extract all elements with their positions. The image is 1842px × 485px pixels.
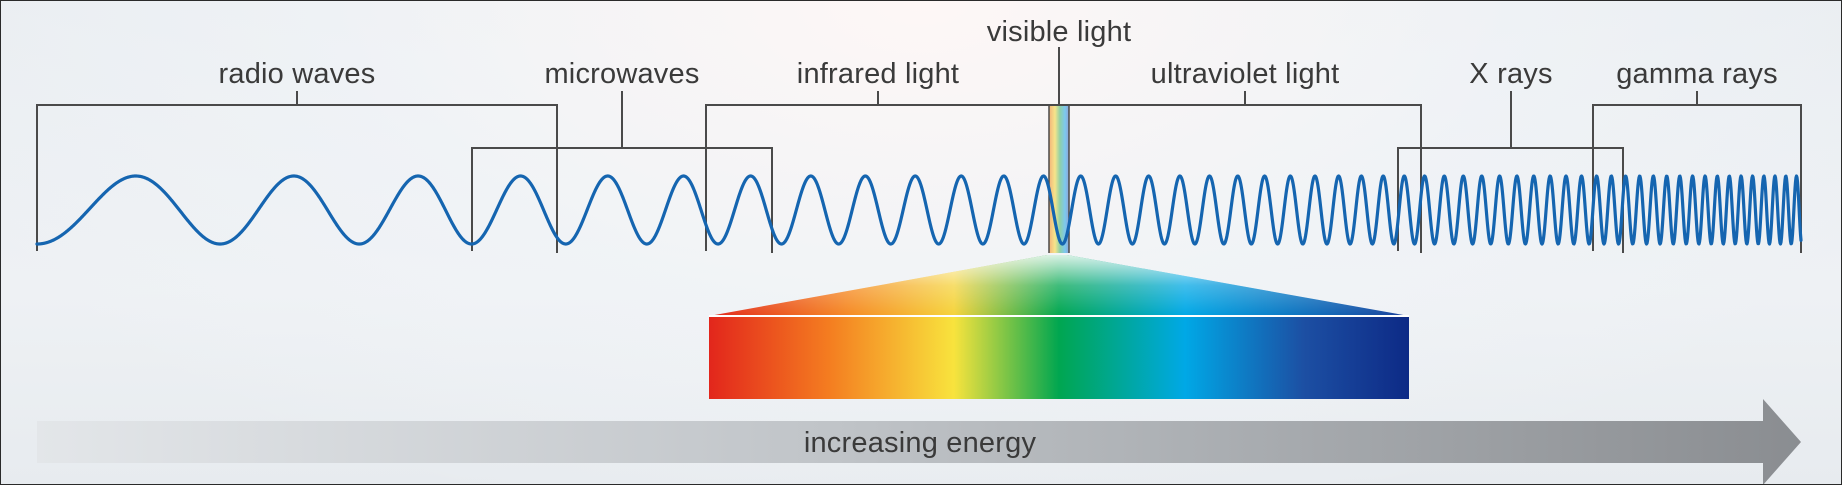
electromagnetic-wave: [35, 174, 1803, 246]
radio-waves-label: radio waves: [218, 58, 376, 90]
gamma-rays-label: gamma rays: [1616, 58, 1778, 90]
increasing-energy-label: increasing energy: [803, 427, 1037, 459]
energy-arrow: [37, 399, 1801, 484]
gamma-bracket: [1592, 91, 1802, 253]
ultraviolet-light-label: ultraviolet light: [1150, 58, 1340, 90]
ultraviolet-bracket: [1059, 91, 1422, 253]
microwave-bracket: [471, 91, 773, 253]
x-rays-label: X rays: [1469, 58, 1553, 90]
infrared-light-label: infrared light: [796, 58, 960, 90]
microwaves-label: microwaves: [544, 58, 700, 90]
visible-light-label: visible light: [986, 16, 1132, 48]
visible-spectrum-band: [709, 317, 1409, 399]
radio-bracket: [36, 91, 558, 253]
infrared-bracket: [705, 91, 1059, 251]
visible-light-strip: [1049, 105, 1069, 253]
